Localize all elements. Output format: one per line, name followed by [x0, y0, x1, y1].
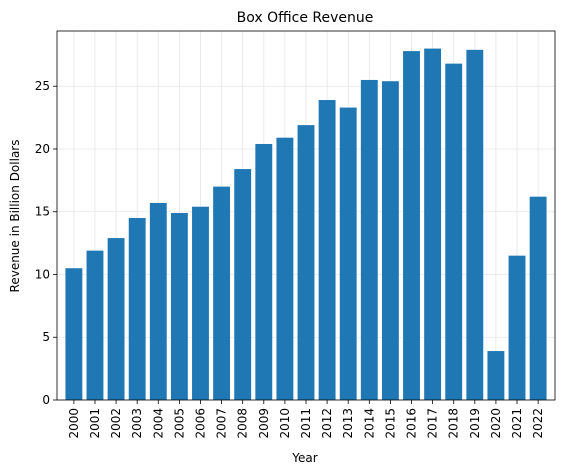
- x-tick-label: 2000: [67, 408, 81, 439]
- x-tick-label: 2002: [109, 408, 123, 439]
- x-tick-label: 2014: [362, 408, 376, 439]
- bar-2007: [213, 186, 231, 400]
- x-tick-label: 2004: [151, 408, 165, 439]
- x-tick-label: 2018: [447, 408, 461, 439]
- y-axis-label: Revenue in Billion Dollars: [8, 140, 22, 293]
- x-tick-label: 2020: [489, 408, 503, 439]
- x-tick-label: 2021: [510, 408, 524, 439]
- bar-2018: [445, 63, 463, 400]
- y-tick-label: 15: [35, 205, 50, 219]
- x-tick-label: 2008: [236, 408, 250, 439]
- bar-2001: [86, 250, 104, 400]
- y-tick-label: 5: [42, 330, 50, 344]
- x-tick-label: 2012: [320, 408, 334, 439]
- bar-2019: [466, 49, 484, 400]
- bar-2010: [276, 137, 294, 401]
- bar-2021: [508, 255, 526, 400]
- bar-2017: [424, 48, 442, 400]
- y-tick-label: 10: [35, 267, 50, 281]
- bar-2012: [318, 100, 336, 400]
- x-tick-label: 2001: [88, 408, 102, 439]
- x-axis-label: Year: [291, 451, 317, 465]
- bar-2006: [192, 206, 209, 400]
- x-tick-label: 2015: [383, 408, 397, 439]
- bar-2008: [234, 169, 252, 400]
- x-tick-label: 2003: [130, 408, 144, 439]
- bar-2022: [529, 196, 547, 400]
- x-tick-label: 2016: [405, 408, 419, 439]
- x-tick-label: 2009: [257, 408, 271, 439]
- bar-2009: [255, 143, 273, 401]
- x-tick-label: 2013: [341, 408, 355, 439]
- x-tick-label: 2022: [531, 408, 545, 439]
- y-axis-ticks: 0 5 10 15 20 25: [35, 79, 57, 407]
- x-tick-label: 2010: [278, 408, 292, 439]
- bar-2015: [381, 81, 399, 401]
- bar-2000: [65, 268, 83, 400]
- x-tick-label: 2006: [193, 408, 207, 439]
- bar-2003: [128, 218, 146, 400]
- x-axis-ticks: 2000 2001 2002 2003 2004 2005 2006 2007 2008 2009…: [67, 400, 545, 439]
- bar-2014: [360, 79, 378, 401]
- x-tick-label: 2007: [215, 408, 229, 439]
- x-tick-label: 2011: [299, 408, 313, 439]
- bar-2013: [339, 107, 357, 401]
- bars: [65, 48, 547, 401]
- x-tick-label: 2005: [172, 408, 186, 439]
- bar-2002: [107, 238, 125, 400]
- y-tick-label: 20: [35, 142, 50, 156]
- bar-2020: [487, 351, 505, 400]
- x-tick-label: 2017: [426, 408, 440, 439]
- bar-2004: [149, 202, 167, 400]
- y-tick-label: 25: [35, 79, 50, 93]
- bar-2011: [297, 125, 315, 400]
- bar-2005: [170, 212, 188, 400]
- x-tick-label: 2019: [468, 408, 482, 439]
- y-tick-label: 0: [42, 393, 50, 407]
- chart-title: Box Office Revenue: [237, 10, 374, 26]
- bar-2016: [403, 51, 420, 400]
